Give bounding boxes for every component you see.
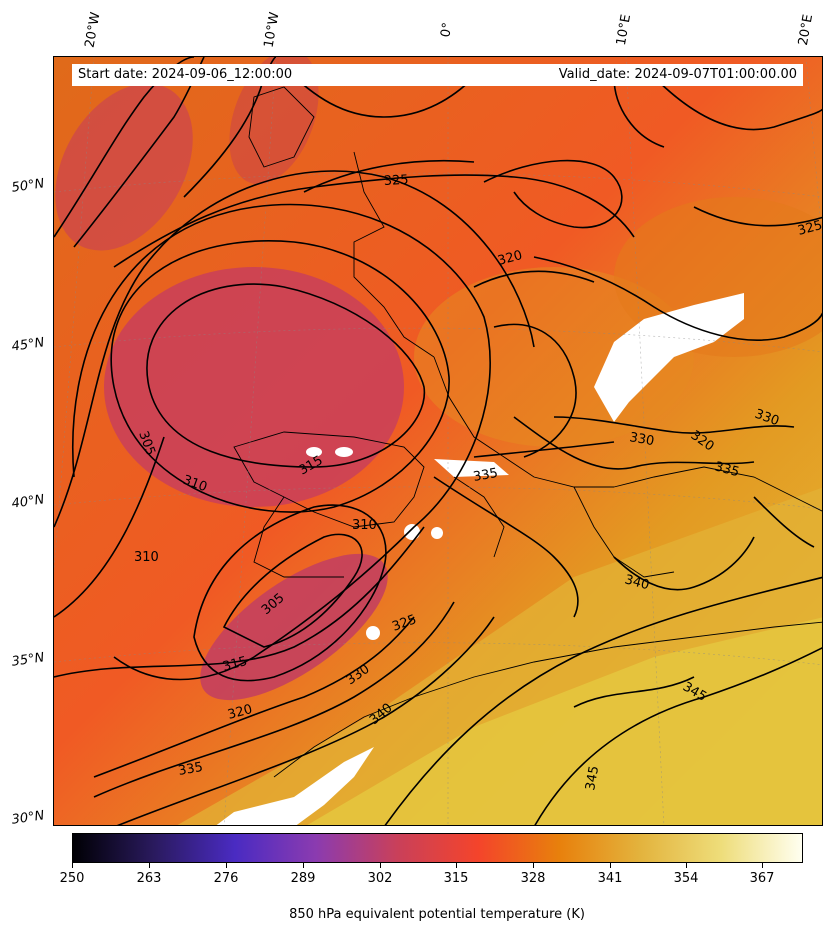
colorbar-tick-label: 302 — [367, 871, 393, 886]
valid-date-label: Valid_date: 2024-09-07T01:00:00.00 — [558, 67, 797, 82]
longitude-label: 20°W — [82, 11, 104, 49]
colorbar-tick-label: 276 — [213, 871, 239, 886]
colorbar-tick — [533, 863, 534, 868]
colorbar-tick-label: 263 — [136, 871, 162, 886]
start-date-label: Start date: 2024-09-06_12:00:00 — [78, 67, 293, 82]
contour-value-labels: 305 310 315 320 325 330 335 340 345 305 … — [134, 173, 823, 792]
longitude-label: 10°W — [261, 11, 283, 49]
contour-label: 315 — [221, 654, 249, 675]
contour-label: 325 — [383, 173, 409, 189]
latitude-label: 35°N — [10, 650, 46, 670]
colorbar-tick — [762, 863, 763, 868]
colorbar-tick — [149, 863, 150, 868]
contour-label: 310 — [352, 518, 377, 533]
colorbar-tick — [610, 863, 611, 868]
latitude-label: 30°N — [10, 808, 46, 828]
colorbar-tick-label: 250 — [59, 871, 85, 886]
colorbar-tick — [456, 863, 457, 868]
map-panel: 305 310 315 320 325 330 335 340 345 305 … — [53, 56, 823, 826]
longitude-label: 0° — [438, 21, 456, 39]
contour-label: 330 — [628, 430, 655, 449]
isentrope-contours — [54, 57, 822, 825]
longitude-label: 10°E — [613, 13, 635, 47]
colorbar-tick-label: 367 — [749, 871, 775, 886]
colorbar-tick — [686, 863, 687, 868]
colorbar-tick — [303, 863, 304, 868]
date-info-box: Start date: 2024-09-06_12:00:00 Valid_da… — [72, 64, 803, 86]
colorbar-tick-label: 289 — [290, 871, 316, 886]
colorbar — [72, 833, 803, 863]
longitude-label: 20°E — [795, 13, 817, 47]
colorbar-title: 850 hPa equivalent potential temperature… — [289, 907, 585, 922]
contour-label: 310 — [134, 550, 159, 565]
coastlines — [233, 86, 822, 778]
cold-core-north — [55, 83, 193, 251]
latitude-label: 40°N — [10, 492, 46, 512]
colorbar-tick — [226, 863, 227, 868]
contour-label: 320 — [226, 702, 254, 723]
colorbar-tick-label: 354 — [673, 871, 699, 886]
colorbar-tick-label: 328 — [520, 871, 546, 886]
latitude-label: 45°N — [10, 335, 46, 355]
contour-label: 335 — [177, 760, 204, 779]
contour-label: 335 — [713, 459, 741, 480]
cold-core-southwest — [200, 553, 388, 701]
missing-data-patches — [216, 293, 744, 825]
graticule — [54, 57, 822, 825]
latitude-label: 50°N — [10, 176, 46, 196]
map-canvas: 305 310 315 320 325 330 335 340 345 305 … — [54, 57, 823, 825]
contour-label: 320 — [496, 248, 524, 269]
colorbar-tick-label: 315 — [443, 871, 469, 886]
contour-label: 345 — [583, 765, 602, 792]
colorbar-tick — [72, 863, 73, 868]
contour-label: 335 — [472, 466, 499, 485]
contour-label: 325 — [796, 218, 823, 239]
colorbar-tick — [380, 863, 381, 868]
colorbar-tick-label: 341 — [597, 871, 623, 886]
warm-sector-deep — [307, 617, 822, 825]
contour-label: 340 — [623, 572, 651, 593]
